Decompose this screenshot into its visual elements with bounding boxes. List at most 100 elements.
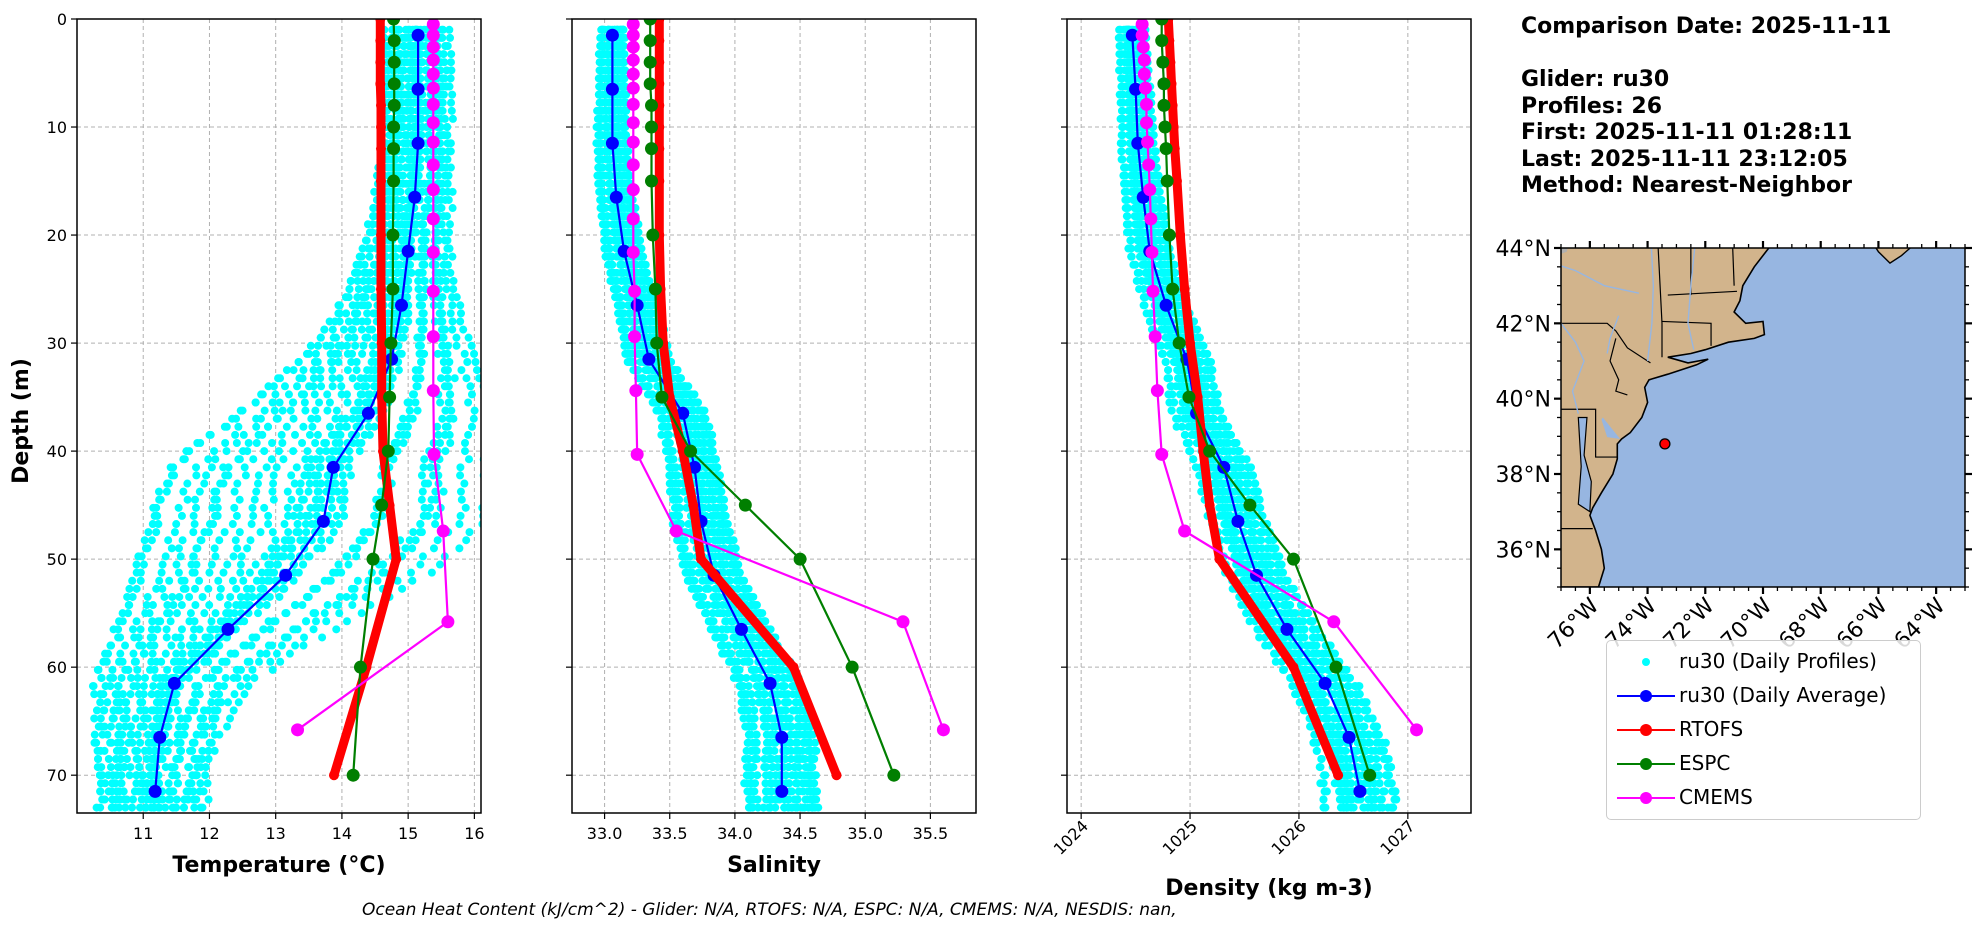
profile-point <box>141 803 150 812</box>
profile-point <box>777 706 786 715</box>
profile-point <box>396 422 405 431</box>
profile-point <box>304 487 313 496</box>
profile-point <box>316 333 325 342</box>
profile-point <box>604 66 613 75</box>
profile-point <box>333 430 342 439</box>
profile-point <box>466 382 475 391</box>
profile-point <box>710 536 719 545</box>
profile-point <box>158 795 167 804</box>
profile-point <box>323 406 332 415</box>
profile-point <box>320 609 329 618</box>
profile-point <box>433 171 442 180</box>
profile-point <box>169 601 178 610</box>
profile-point <box>427 568 436 577</box>
profile-point <box>181 584 190 593</box>
profile-point <box>400 33 409 42</box>
profile-point <box>427 495 436 504</box>
profile-point <box>328 374 337 383</box>
profile-point <box>370 187 379 196</box>
profile-point <box>794 787 803 796</box>
profile-point <box>337 382 346 391</box>
profile-point <box>257 390 266 399</box>
profile-point <box>605 179 614 188</box>
profile-point <box>204 528 213 537</box>
profile-point <box>437 25 446 34</box>
profile-point <box>212 487 221 496</box>
profile-point <box>800 803 809 812</box>
profile-point <box>192 463 201 472</box>
profile-point <box>472 366 481 375</box>
profile-point <box>412 123 421 132</box>
profile-point <box>731 633 740 642</box>
profile-point <box>363 309 372 318</box>
profile-point <box>139 714 148 723</box>
profile-point <box>244 439 253 448</box>
profile-point <box>793 738 802 747</box>
profile-point <box>709 511 718 520</box>
profile-point <box>318 544 327 553</box>
profile-point <box>158 746 167 755</box>
profile-point <box>704 528 713 537</box>
profile-point <box>447 98 456 107</box>
profile-point <box>724 568 733 577</box>
profile-point <box>237 552 246 561</box>
profile-point <box>127 722 136 731</box>
profile-point <box>226 714 235 723</box>
profile-point <box>211 649 220 658</box>
profile-point <box>188 746 197 755</box>
profile-point <box>164 779 173 788</box>
profile-point <box>152 584 161 593</box>
profile-point <box>397 155 406 164</box>
profile-point <box>370 366 379 375</box>
profile-point <box>797 771 806 780</box>
profile-point <box>398 171 407 180</box>
profile-point <box>97 763 106 772</box>
profile-point <box>122 706 131 715</box>
profile-point <box>419 228 428 237</box>
profile-point <box>353 268 362 277</box>
profile-point <box>195 787 204 796</box>
profile-point <box>737 649 746 658</box>
profile-point <box>303 447 312 456</box>
profile-point <box>409 131 418 140</box>
profile-point <box>115 617 124 626</box>
profile-point <box>401 131 410 140</box>
profile-point <box>186 609 195 618</box>
profile-point <box>604 42 613 51</box>
profile-point <box>287 552 296 561</box>
profile-point <box>620 50 629 59</box>
profile-point <box>470 406 479 415</box>
profile-point <box>435 560 444 569</box>
series-marker-glider-avg <box>316 514 330 528</box>
profile-point <box>383 163 392 172</box>
profile-point <box>113 763 122 772</box>
profile-point <box>795 730 804 739</box>
profile-point <box>719 568 728 577</box>
profile-point <box>272 414 281 423</box>
profile-point <box>228 414 237 423</box>
profile-point <box>289 414 298 423</box>
profile-point <box>173 609 182 618</box>
profile-point <box>443 244 452 253</box>
profile-point <box>149 682 158 691</box>
profile-point <box>197 730 206 739</box>
profile-point <box>164 536 173 545</box>
y-tick-label: 10 <box>47 118 67 137</box>
profile-point <box>190 568 199 577</box>
profile-point <box>90 690 99 699</box>
profile-point <box>416 341 425 350</box>
profile-point <box>613 50 622 59</box>
profile-point <box>141 673 150 682</box>
profile-point <box>131 657 140 666</box>
profile-point <box>311 609 320 618</box>
profile-point <box>605 171 614 180</box>
profile-point <box>247 520 256 529</box>
profile-point <box>408 576 417 585</box>
profile-point <box>441 422 450 431</box>
profile-point <box>295 503 304 512</box>
profile-point <box>760 649 769 658</box>
profile-point <box>296 479 305 488</box>
profile-point <box>203 779 212 788</box>
profile-point <box>312 455 321 464</box>
profile-point <box>147 536 156 545</box>
